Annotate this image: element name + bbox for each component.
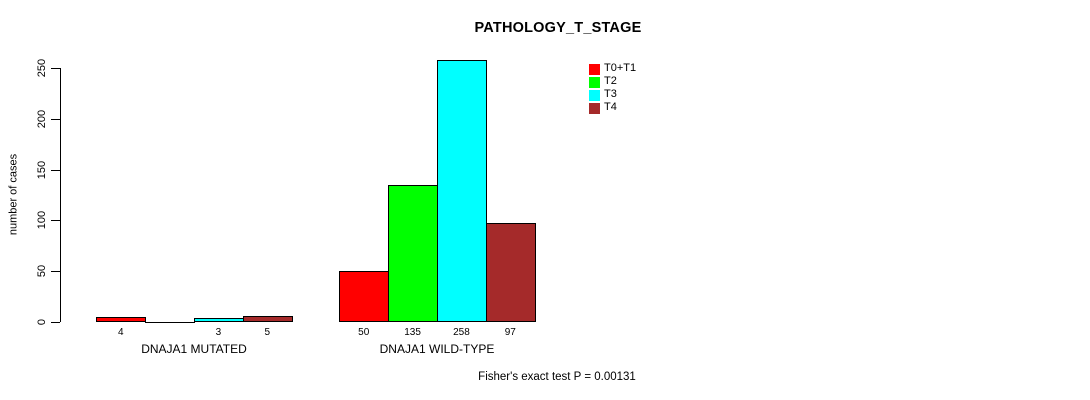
y-axis-tick-label: 50 bbox=[36, 264, 48, 277]
chart-title: PATHOLOGY_T_STAGE bbox=[474, 20, 642, 36]
bar-t3-group2 bbox=[437, 60, 487, 323]
legend-swatch-t3 bbox=[589, 89, 600, 101]
fisher-test-note: Fisher's exact test P = 0.00131 bbox=[478, 371, 636, 383]
y-axis-tick bbox=[50, 118, 60, 121]
legend-swatch-t4 bbox=[589, 102, 600, 114]
y-axis-tick-label: 200 bbox=[36, 109, 48, 129]
bar-value-label: 4 bbox=[117, 327, 124, 338]
y-axis-tick bbox=[50, 321, 60, 323]
group-label-2: DNAJA1 WILD-TYPE bbox=[379, 342, 495, 356]
legend-label: T3 bbox=[604, 88, 617, 100]
legend-swatch-t0t1 bbox=[589, 63, 600, 75]
bar-zero-t2-group1 bbox=[145, 321, 195, 323]
legend-swatch-t2 bbox=[589, 76, 600, 88]
bar-t4-group1 bbox=[242, 316, 293, 323]
bar-value-label: 5 bbox=[264, 327, 271, 338]
legend-label: T4 bbox=[604, 101, 617, 113]
y-axis-tick bbox=[50, 68, 60, 70]
legend-label: T0+T1 bbox=[604, 62, 637, 74]
y-axis-line bbox=[59, 68, 61, 323]
bar-value-label: 135 bbox=[404, 327, 421, 338]
y-axis-tick-label: 0 bbox=[36, 318, 48, 325]
bar-t4-group2 bbox=[485, 223, 536, 323]
bar-t0t1-group2 bbox=[339, 270, 390, 323]
bar-t0t1-group1 bbox=[96, 317, 147, 323]
bar-value-label: 258 bbox=[453, 327, 470, 338]
y-axis-tick bbox=[50, 270, 60, 273]
bar-value-label: 50 bbox=[358, 327, 370, 338]
y-axis-tick-label: 250 bbox=[36, 59, 48, 78]
y-axis-tick-label: 100 bbox=[36, 211, 48, 230]
bar-t2-group2 bbox=[388, 184, 438, 323]
bar-value-label: 97 bbox=[504, 327, 516, 338]
group-label-1: DNAJA1 MUTATED bbox=[141, 342, 247, 356]
y-axis-tick bbox=[50, 169, 60, 171]
bar-t3-group1 bbox=[194, 318, 244, 323]
y-axis-tick bbox=[50, 220, 60, 222]
y-axis-tick-label: 150 bbox=[36, 160, 48, 179]
legend-label: T2 bbox=[604, 75, 617, 87]
y-axis-title: number of cases bbox=[7, 153, 20, 236]
bar-value-label: 3 bbox=[215, 327, 222, 338]
